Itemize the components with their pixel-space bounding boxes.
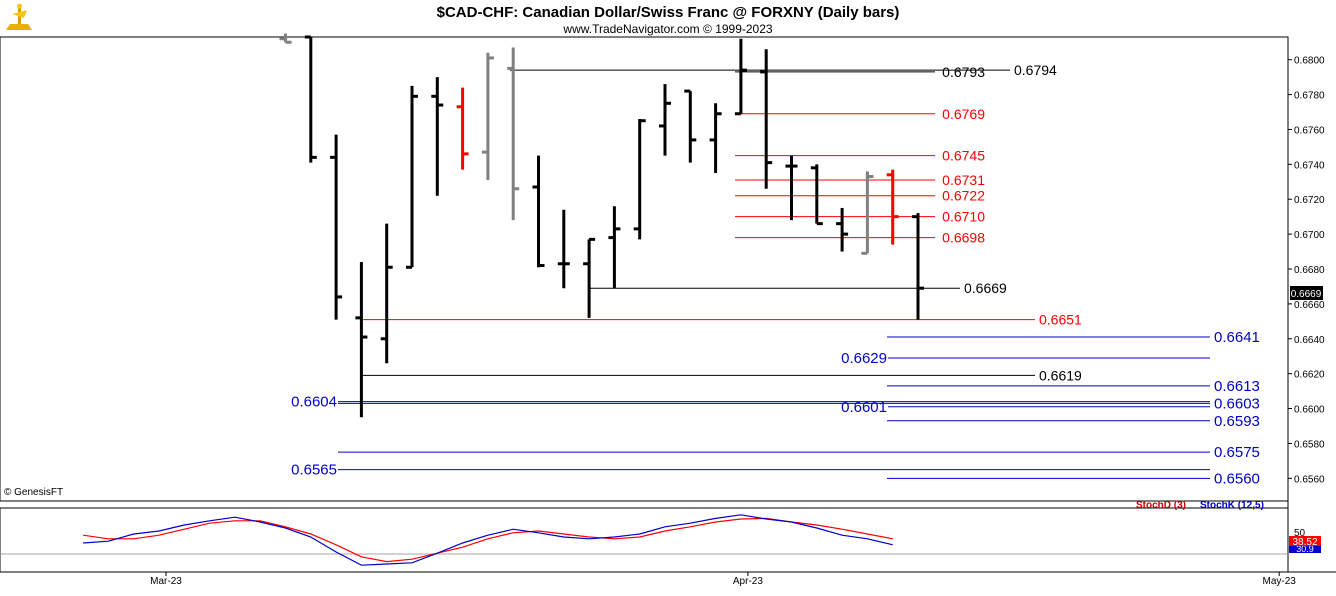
level-label: 0.6603 xyxy=(1214,395,1260,412)
y-tick-label: 0.6700 xyxy=(1294,230,1325,241)
ohlc-bar xyxy=(481,52,494,181)
level-label: 0.6560 xyxy=(1214,470,1260,487)
last-price-tag: 0.6669 xyxy=(1290,286,1323,300)
stoch-k-tag: 30.9 xyxy=(1289,544,1321,554)
level-label: 0.6710 xyxy=(942,209,985,225)
stoch-k-line xyxy=(83,514,893,566)
x-tick-label: Apr-23 xyxy=(733,576,763,587)
level-label: 0.6793 xyxy=(942,64,985,80)
level-label: 0.6641 xyxy=(1214,329,1260,346)
watermark: © GenesisFT xyxy=(4,487,63,498)
y-tick-label: 0.6600 xyxy=(1294,405,1325,416)
ohlc-bar xyxy=(734,38,747,116)
level-label: 0.6651 xyxy=(1039,312,1082,328)
trade-navigator-logo-icon xyxy=(6,3,32,30)
y-tick-label: 0.6800 xyxy=(1294,56,1325,67)
stoch-d-legend: StochD (3) xyxy=(1136,500,1186,511)
y-axis: 0.65600.65800.66000.66200.66400.66600.66… xyxy=(1288,56,1325,485)
level-label: 0.6629 xyxy=(841,350,887,367)
ohlc-bar xyxy=(532,155,545,268)
ohlc-bar xyxy=(557,209,570,289)
ohlc-bar xyxy=(886,169,899,245)
ohlc-bar xyxy=(912,213,924,320)
ohlc-bar xyxy=(709,103,722,174)
ohlc-bar xyxy=(785,155,798,221)
level-label: 0.6619 xyxy=(1039,367,1082,383)
stoch-d-value: 38.52 xyxy=(1292,537,1317,548)
ohlc-bar xyxy=(836,207,849,252)
ohlc-bar xyxy=(279,33,292,44)
ohlc-bar xyxy=(659,84,671,156)
stochastic-panel xyxy=(0,507,1289,573)
ohlc-bar xyxy=(861,171,874,255)
stoch-d-line xyxy=(83,517,893,563)
last-price-value: 0.6669 xyxy=(1291,289,1322,300)
y-tick-label: 0.6660 xyxy=(1294,300,1325,311)
level-label: 0.6601 xyxy=(841,399,887,416)
level-label: 0.6731 xyxy=(942,172,985,188)
price-panel xyxy=(0,36,1289,502)
ohlc-bar xyxy=(330,134,343,320)
ohlc-bar xyxy=(355,262,368,418)
level-label: 0.6698 xyxy=(942,230,985,246)
level-label: 0.6669 xyxy=(964,280,1007,296)
x-axis: Mar-23 Apr-23 May-23 xyxy=(150,572,1296,587)
y-tick-label: 0.6780 xyxy=(1294,91,1325,102)
stoch-tick-50: 50 xyxy=(1294,528,1306,539)
y-tick-label: 0.6740 xyxy=(1294,160,1325,171)
level-label: 0.6613 xyxy=(1214,378,1260,395)
x-tick-label: Mar-23 xyxy=(150,576,182,587)
stoch-d-tag: 38.52 xyxy=(1289,536,1321,548)
chart-subtitle: www.TradeNavigator.com © 1999-2023 xyxy=(562,22,772,36)
stoch-k-legend: StochK (12,5) xyxy=(1200,500,1264,511)
ohlc-bar xyxy=(760,49,773,189)
ohlc-bar xyxy=(406,85,418,269)
ohlc-bar xyxy=(608,206,621,289)
chart-title: $CAD-CHF: Canadian Dollar/Swiss Franc @ … xyxy=(437,4,900,21)
level-label: 0.6722 xyxy=(942,188,985,204)
y-tick-label: 0.6640 xyxy=(1294,335,1325,346)
ohlc-bar xyxy=(633,118,646,240)
level-label: 0.6565 xyxy=(291,462,337,479)
level-label: 0.6794 xyxy=(1014,62,1057,78)
y-tick-label: 0.6560 xyxy=(1294,474,1325,485)
y-tick-label: 0.6760 xyxy=(1294,125,1325,136)
price-bars xyxy=(279,33,924,418)
level-label: 0.6604 xyxy=(291,394,337,411)
y-tick-label: 0.6680 xyxy=(1294,265,1325,276)
ohlc-bar xyxy=(304,35,317,163)
y-tick-label: 0.6580 xyxy=(1294,439,1325,450)
ohlc-bar xyxy=(684,89,697,163)
ohlc-bar xyxy=(507,47,520,221)
y-tick-label: 0.6720 xyxy=(1294,195,1325,206)
x-tick-label: May-23 xyxy=(1263,576,1297,587)
ohlc-bar xyxy=(380,223,393,364)
level-label: 0.6769 xyxy=(942,106,985,122)
stoch-k-value: 30.9 xyxy=(1296,544,1314,554)
ohlc-bar xyxy=(456,87,469,170)
level-label: 0.6575 xyxy=(1214,444,1260,461)
ohlc-bar xyxy=(583,237,596,318)
y-tick-label: 0.6620 xyxy=(1294,370,1325,381)
level-label: 0.6745 xyxy=(942,148,985,164)
level-label: 0.6593 xyxy=(1214,413,1260,430)
ohlc-bar xyxy=(431,77,444,196)
ohlc-bar xyxy=(810,164,823,226)
